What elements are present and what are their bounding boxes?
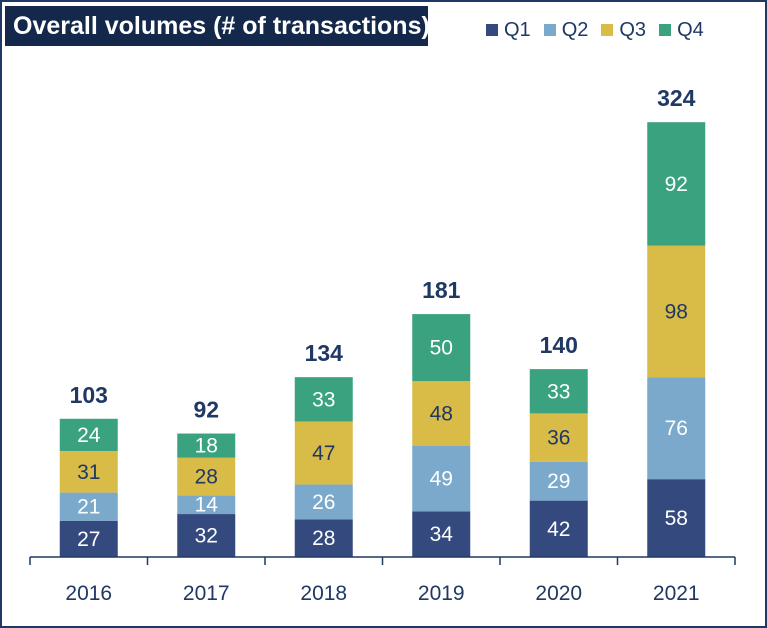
legend: Q1 Q2 Q3 Q4: [486, 16, 717, 44]
chart-title: Overall volumes (# of transactions): [5, 6, 430, 46]
legend-swatch-q1: [486, 24, 498, 36]
x-axis: 2016 2017 2018 2019 2020 2021: [29, 556, 736, 605]
legend-item-q4: Q4: [659, 16, 704, 44]
legend-swatch-q2: [543, 24, 556, 36]
bar-segment-q2-2019: [412, 445, 471, 512]
data-label-q4-2018: 33: [312, 388, 335, 411]
data-label-q1-2020: 42: [547, 518, 570, 541]
bar-segment-q2-2016: [59, 492, 118, 521]
data-label-q4-2017: 18: [195, 435, 218, 458]
bar-segment-q1-2020: [529, 500, 588, 557]
data-label-q1-2021: 58: [665, 507, 688, 530]
data-label-q3-2018: 47: [312, 442, 335, 465]
bar-segment-q1-2019: [412, 511, 471, 557]
data-label-q3-2017: 28: [195, 465, 218, 488]
x-tick-label-2017: 2017: [183, 582, 230, 605]
bar-segment-q4-2016: [59, 418, 118, 451]
x-tick-label-2018: 2018: [300, 582, 347, 605]
total-label-2017: 92: [193, 397, 219, 423]
data-label-q2-2018: 26: [312, 491, 335, 514]
data-label-q3-2021: 98: [665, 300, 688, 323]
total-label-2021: 324: [657, 85, 696, 111]
data-label-q4-2020: 33: [547, 380, 570, 403]
total-label-2019: 181: [422, 277, 461, 303]
bar-segment-q3-2021: [647, 245, 706, 378]
bar-segment-q1-2016: [59, 520, 118, 557]
bar-segment-q3-2018: [294, 421, 353, 485]
bar-segment-q4-2020: [529, 369, 588, 414]
legend-item-q1: Q1: [486, 16, 531, 44]
bar-segment-q4-2017: [177, 433, 236, 458]
x-tick-label-2016: 2016: [65, 582, 112, 605]
legend-swatch-q4: [659, 24, 672, 36]
bar-segment-q2-2020: [529, 461, 588, 501]
x-tick-label-2020: 2020: [535, 582, 582, 605]
legend-label-q3: Q3: [619, 18, 647, 41]
legend-swatch-q3: [601, 24, 614, 36]
data-label-q1-2018: 28: [312, 527, 335, 550]
data-label-q2-2016: 21: [77, 496, 100, 519]
data-label-q4-2021: 92: [665, 173, 688, 196]
data-label-q3-2019: 48: [430, 402, 453, 425]
legend-item-q2: Q2: [543, 16, 589, 44]
bar-segment-q2-2018: [294, 484, 353, 520]
bar-segment-q1-2021: [647, 479, 706, 557]
total-label-2018: 134: [305, 340, 344, 366]
legend-label-q1: Q1: [504, 18, 531, 41]
bar-segment-q1-2017: [177, 514, 236, 557]
data-label-q2-2019: 49: [430, 467, 453, 490]
total-label-2016: 103: [70, 382, 108, 408]
bar-segment-q4-2019: [412, 314, 471, 382]
data-label-q2-2020: 29: [547, 470, 570, 493]
legend-item-q3: Q3: [601, 16, 646, 44]
bar-segment-q3-2020: [529, 413, 588, 462]
data-label-q2-2017: 14: [195, 494, 219, 517]
legend-label-q4: Q4: [677, 18, 704, 41]
data-label-q1-2016: 27: [77, 528, 100, 551]
data-label-q3-2016: 31: [77, 461, 100, 484]
data-label-q3-2020: 36: [547, 427, 570, 450]
bar-segment-q4-2021: [647, 122, 706, 246]
data-label-q1-2017: 32: [195, 525, 218, 548]
bar-segment-q3-2019: [412, 381, 471, 446]
data-label-q4-2016: 24: [77, 424, 101, 447]
x-tick-label-2021: 2021: [653, 582, 700, 605]
bar-segment-q3-2016: [59, 450, 118, 493]
data-label-q2-2021: 76: [665, 417, 688, 440]
data-label-q1-2019: 34: [430, 523, 454, 546]
bar-segment-q4-2018: [294, 377, 353, 422]
legend-label-q2: Q2: [561, 18, 589, 41]
x-tick-label-2019: 2019: [418, 582, 465, 605]
bar-segment-q2-2017: [177, 495, 236, 515]
data-label-q4-2019: 50: [430, 337, 453, 360]
total-label-2020: 140: [540, 332, 578, 358]
bars-group: 27 21 31 24 103 32 14 28 18 92 28 26 47 33 134 34 49 48 50…: [59, 85, 706, 557]
bar-segment-q1-2018: [294, 519, 353, 557]
bar-segment-q3-2017: [177, 457, 236, 496]
bar-segment-q2-2021: [647, 377, 706, 480]
